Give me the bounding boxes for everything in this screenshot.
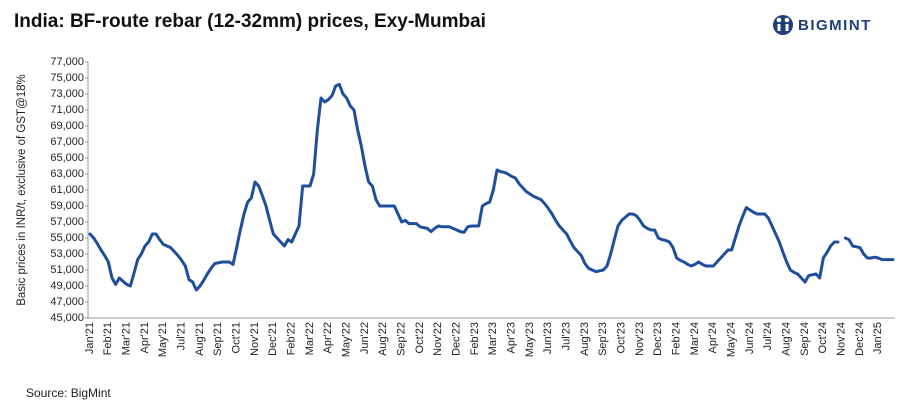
x-tick-label: Mar'24 xyxy=(689,322,701,355)
y-tick-label: 51,000 xyxy=(50,264,84,276)
y-tick-label: 49,000 xyxy=(50,280,84,292)
y-tick-label: 45,000 xyxy=(50,312,84,324)
y-tick-label: 73,000 xyxy=(50,88,84,100)
x-tick-label: Sep'23 xyxy=(597,322,609,356)
x-tick-label: Apr'22 xyxy=(322,322,334,353)
y-tick-label: 75,000 xyxy=(50,72,84,84)
y-tick-label: 69,000 xyxy=(50,120,84,132)
x-tick-label: May'24 xyxy=(726,322,738,357)
y-tick-label: 61,000 xyxy=(50,184,84,196)
x-tick-label: Oct'22 xyxy=(414,322,426,353)
x-tick-label: Sep'24 xyxy=(799,322,811,356)
x-tick-label: Aug'24 xyxy=(781,322,793,356)
x-tick-label: Mar'22 xyxy=(304,322,316,355)
brand-logo: BIGMINT xyxy=(773,15,872,35)
source: Source: BigMint xyxy=(26,386,111,400)
x-tick-label: Sep'22 xyxy=(396,322,408,356)
logo-bar xyxy=(777,24,781,31)
y-axis-label: Basic prices in INR/t, exclusive of GST@… xyxy=(16,74,28,306)
x-tick-label: Aug'22 xyxy=(377,322,389,356)
y-tick-label: 57,000 xyxy=(50,216,84,228)
x-tick-label: May'22 xyxy=(341,322,353,357)
y-tick-label: 71,000 xyxy=(50,104,84,116)
x-tick-label: Dec'22 xyxy=(451,322,463,356)
logo-dot xyxy=(776,17,782,23)
logo-dot xyxy=(784,17,790,23)
x-tick-label: Dec'21 xyxy=(267,322,279,356)
x-tick-label: Feb'22 xyxy=(286,322,298,355)
x-tick-label: Sep'21 xyxy=(212,322,224,356)
x-tick-label: Jan'21 xyxy=(84,322,96,354)
y-tick-label: 67,000 xyxy=(50,136,84,148)
logo-icon xyxy=(773,15,793,35)
x-tick-label: Dec'24 xyxy=(854,322,866,356)
x-tick-label: Jul'24 xyxy=(762,322,774,350)
x-tick-label: Dec'23 xyxy=(652,322,664,356)
x-tick-label: Apr'21 xyxy=(139,322,151,353)
x-tick-label: Jun'23 xyxy=(542,322,554,354)
x-tick-label: Apr'23 xyxy=(506,322,518,353)
x-tick-label: Oct'23 xyxy=(616,322,628,353)
x-tick-label: Aug'23 xyxy=(579,322,591,356)
x-tick-label: Nov'22 xyxy=(432,322,444,356)
x-tick-label: Aug'21 xyxy=(194,322,206,356)
x-tick-label: Nov'23 xyxy=(634,322,646,356)
x-tick-label: Mar'23 xyxy=(487,322,499,355)
x-tick-label: Mar'21 xyxy=(121,322,133,355)
y-tick-label: 63,000 xyxy=(50,168,84,180)
chart-title: India: BF-route rebar (12-32mm) prices, … xyxy=(14,11,486,32)
x-tick-label: Oct'21 xyxy=(231,322,243,353)
x-tick-label: Jul'23 xyxy=(561,322,573,350)
y-tick-label: 53,000 xyxy=(50,248,84,260)
x-tick-label: Jun'24 xyxy=(744,322,756,354)
x-tick-label: May'23 xyxy=(524,322,536,357)
x-tick-label: Apr'24 xyxy=(707,322,719,353)
x-tick-label: Jan'25 xyxy=(872,322,884,354)
price-line xyxy=(88,82,895,292)
x-tick-label: Nov'24 xyxy=(836,322,848,356)
y-tick-label: 55,000 xyxy=(50,232,84,244)
x-tick-label: May'21 xyxy=(157,322,169,357)
y-tick-label: 77,000 xyxy=(50,56,84,68)
y-tick-label: 65,000 xyxy=(50,152,84,164)
x-tick-label: Feb'24 xyxy=(671,322,683,355)
x-tick-label: Jul'21 xyxy=(176,322,188,350)
y-tick-label: 59,000 xyxy=(50,200,84,212)
x-tick-label: Feb'21 xyxy=(102,322,114,355)
logo-bar xyxy=(785,24,789,31)
x-tick-label: Oct'24 xyxy=(817,322,829,353)
x-tick-label: Feb'23 xyxy=(469,322,481,355)
brand-name: BIGMINT xyxy=(798,17,872,34)
x-tick-label: Nov'21 xyxy=(249,322,261,356)
x-tick-label: Jun'22 xyxy=(359,322,371,354)
y-tick-label: 47,000 xyxy=(50,296,84,308)
